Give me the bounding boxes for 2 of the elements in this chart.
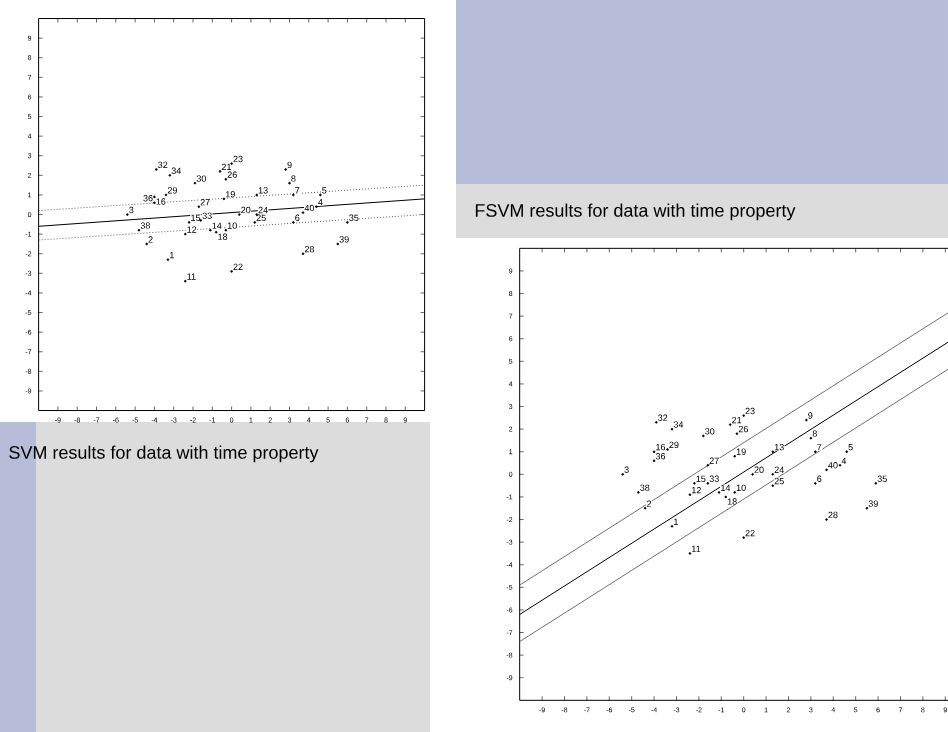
text: SVM results for data with time property — [9, 445, 319, 463]
chart-title: FSVM results for data with time property — [475, 203, 796, 221]
